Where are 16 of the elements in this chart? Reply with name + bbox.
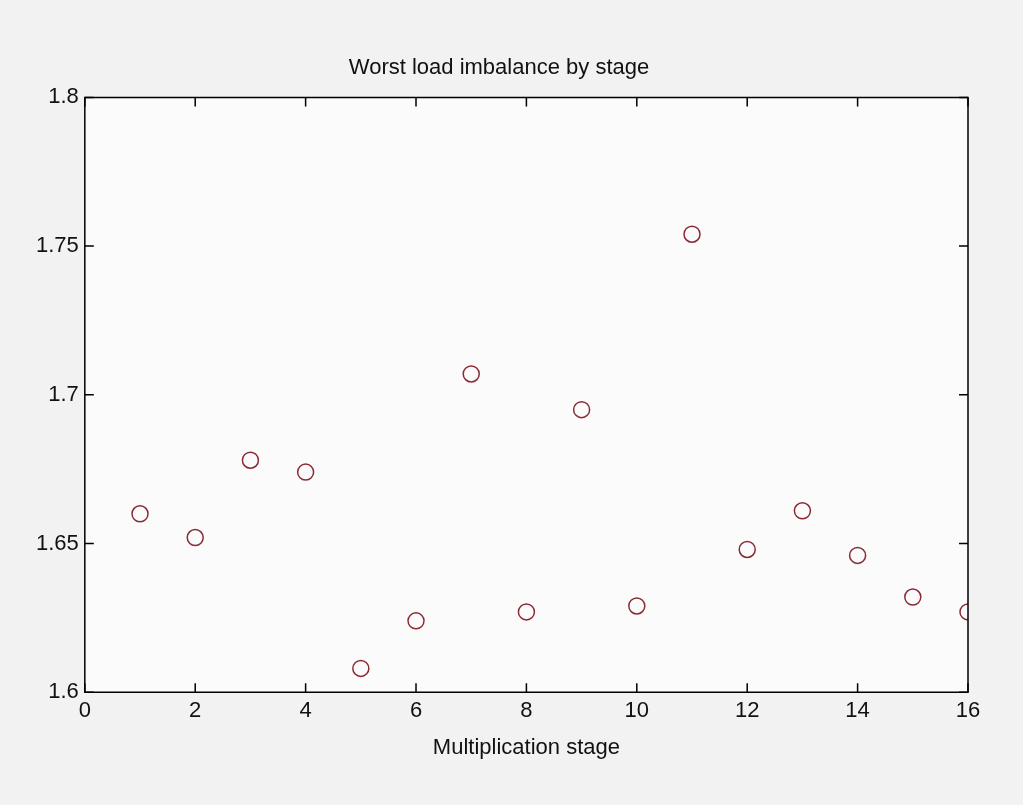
x-tick-label: 16 bbox=[955, 697, 981, 723]
x-tick-label: 2 bbox=[189, 697, 202, 723]
y-tick-label: 1.8 bbox=[48, 83, 79, 109]
y-tick-label: 1.65 bbox=[35, 529, 79, 555]
y-tick-label: 1.6 bbox=[48, 678, 79, 704]
y-tick-label: 1.7 bbox=[48, 380, 79, 406]
x-axis-title: Multiplication stage bbox=[432, 733, 620, 759]
x-tick-label: 10 bbox=[624, 697, 650, 723]
x-tick-label: 6 bbox=[409, 697, 423, 723]
x-tick-label: 4 bbox=[299, 697, 312, 723]
x-tick-label: 0 bbox=[78, 697, 91, 723]
x-tick-label: 8 bbox=[520, 697, 533, 723]
chart-title: Worst load imbalance by stage bbox=[348, 54, 650, 80]
x-tick-label: 14 bbox=[845, 697, 870, 723]
x-tick-label: 12 bbox=[734, 697, 760, 723]
y-tick-label: 1.75 bbox=[35, 232, 79, 258]
